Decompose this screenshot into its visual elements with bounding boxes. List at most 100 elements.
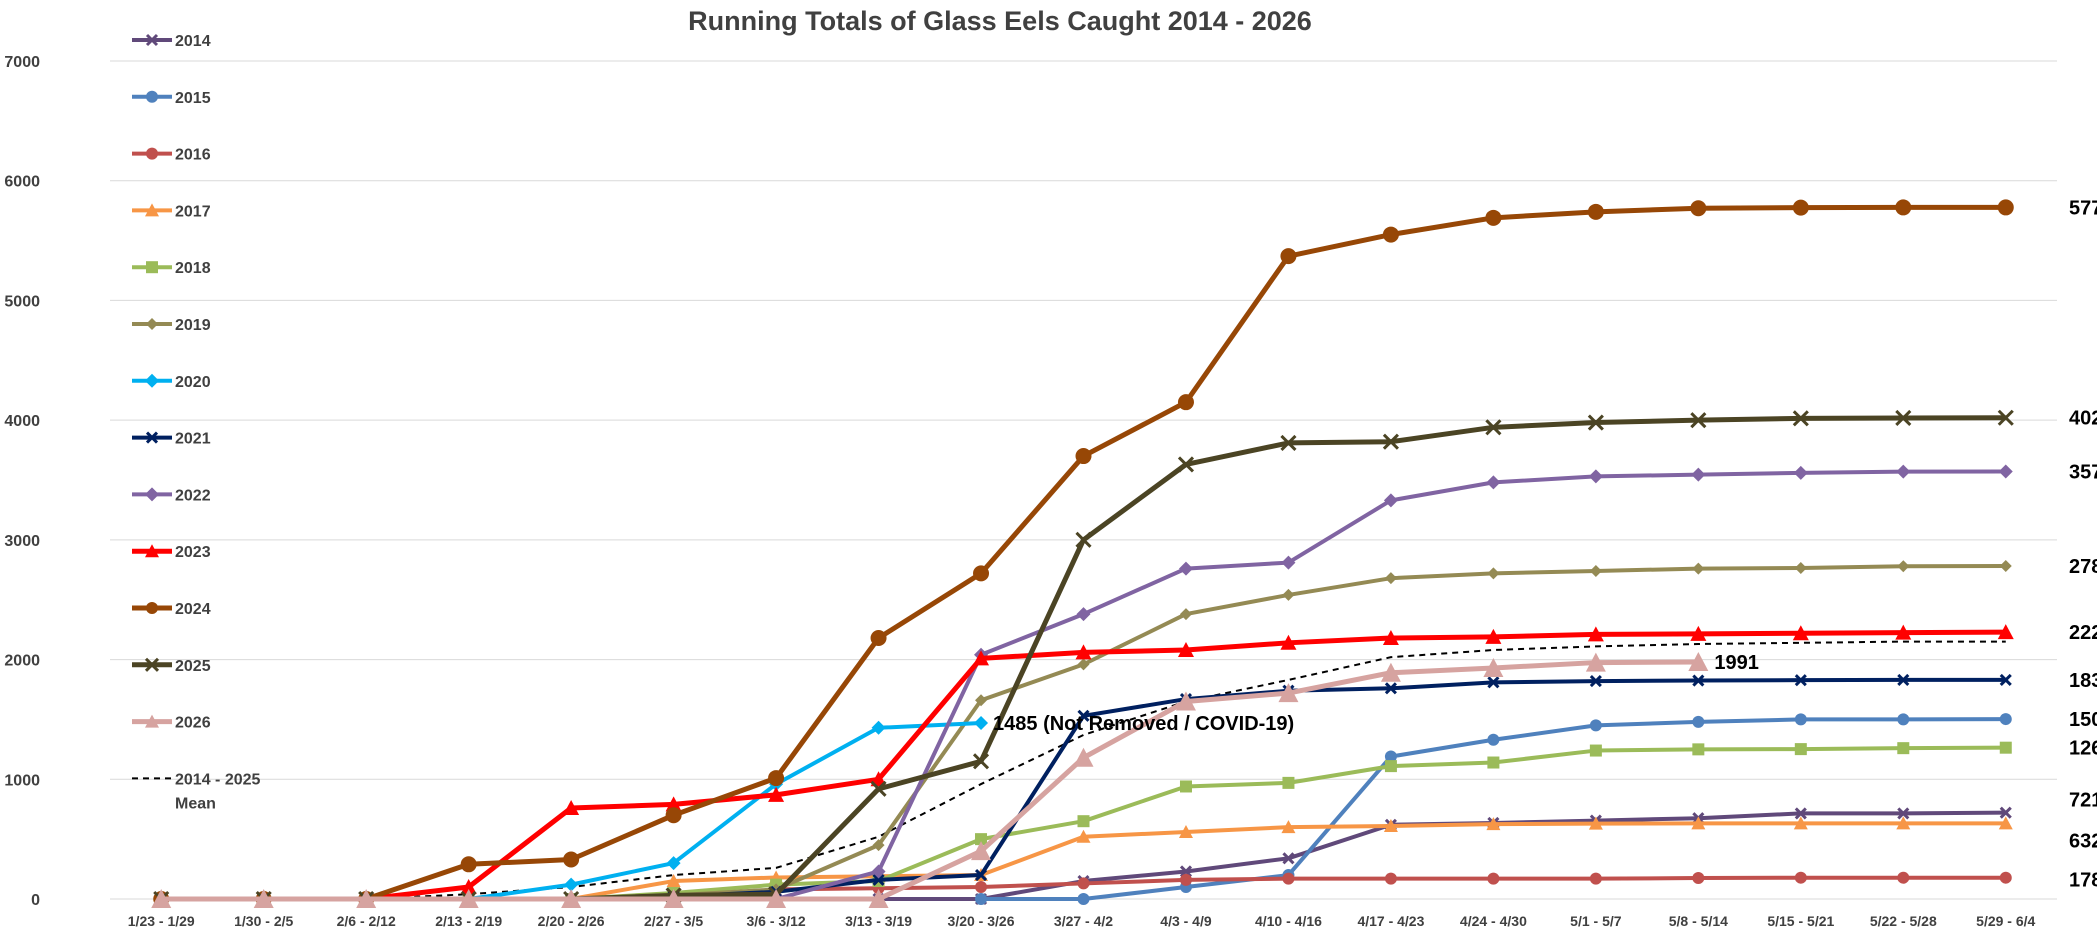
- data-point-2015: [1692, 715, 1705, 728]
- end-label-2019: 2782: [2069, 556, 2097, 578]
- data-point-2022: [1486, 475, 1501, 490]
- data-point-2026: [766, 889, 787, 908]
- legend-item-2024: 2024: [132, 601, 211, 618]
- data-point-2017: [666, 874, 681, 888]
- y-tick-label: 4000: [4, 413, 40, 430]
- data-point-2022: [1076, 607, 1091, 622]
- data-point-2016: [975, 881, 988, 894]
- data-point-2023: [1587, 626, 1604, 642]
- legend-label: 2023: [175, 544, 211, 561]
- data-point-2021: [1487, 676, 1500, 689]
- legend-label: 2021: [175, 431, 211, 448]
- legend-label: 2022: [175, 487, 211, 504]
- data-point-2026: [356, 889, 377, 908]
- data-point-2025: [972, 753, 990, 770]
- data-point-2017: [1486, 817, 1501, 831]
- data-point-2021: [974, 868, 988, 882]
- x-tick-label: 2/6 - 2/12: [337, 913, 396, 929]
- x-tick-label: 5/8 - 5/14: [1669, 913, 1728, 929]
- data-point-2020: [564, 877, 579, 892]
- data-point-2026: [1585, 652, 1606, 672]
- data-point-2025: [1895, 409, 1912, 427]
- data-point-2019: [1897, 560, 1910, 573]
- data-point-2023: [1690, 625, 1707, 641]
- data-point-2021: [1077, 709, 1090, 722]
- legend-swatch-marker: [145, 373, 159, 388]
- data-point-2024: [1177, 394, 1194, 411]
- legend-label: 2025: [175, 658, 211, 675]
- data-point-2024: [1382, 226, 1399, 243]
- legend-label: 2024: [175, 601, 211, 618]
- data-point-2024: [1690, 200, 1707, 217]
- data-point-2024: [1997, 199, 2014, 216]
- data-point-2026: [1278, 683, 1299, 703]
- legend-item-2026: 2026: [132, 714, 211, 732]
- data-point-2019: [975, 694, 988, 707]
- x-tick-label: 1/30 - 2/5: [234, 913, 293, 929]
- legend-swatch-marker: [145, 431, 159, 444]
- data-point-2024: [1587, 203, 1604, 220]
- data-point-2022: [1281, 555, 1296, 570]
- legend-swatch-marker: [145, 544, 159, 558]
- data-point-2019: [1384, 572, 1397, 585]
- x-tick-label: 2/13 - 2/19: [435, 913, 502, 929]
- data-point-2019: [1282, 588, 1295, 601]
- data-point-2014: [1794, 807, 1807, 820]
- end-label-2026: 1991: [1714, 652, 1759, 674]
- legend-item-2020: 2020: [132, 373, 211, 391]
- x-tick-label: 3/20 - 3/26: [948, 913, 1015, 929]
- data-point-2022: [1691, 467, 1706, 482]
- data-point-2024: [870, 630, 887, 647]
- legend-item-2016: 2016: [132, 147, 211, 164]
- x-tick-label: 3/27 - 4/2: [1054, 913, 1113, 929]
- data-point-2020: [666, 856, 681, 871]
- x-tick-label: 4/24 - 4/30: [1460, 913, 1527, 929]
- y-axis-ticks: 0 1000 2000 3000 4000 5000 6000 7000: [4, 54, 40, 909]
- end-label-2016: 178: [2069, 870, 2097, 892]
- x-tick-label: 4/3 - 4/9: [1160, 913, 1212, 929]
- data-point-2024: [665, 807, 682, 824]
- x-tick-label: 5/1 - 5/7: [1570, 913, 1622, 929]
- end-label-2015: 1503: [2069, 709, 2097, 731]
- end-label-2023: 2229: [2069, 622, 2097, 644]
- data-point-2026: [253, 889, 274, 908]
- data-point-2023: [563, 800, 580, 816]
- data-point-2019: [1692, 562, 1705, 575]
- data-point-2018: [975, 833, 988, 846]
- legend-item-2014: 2014: [132, 33, 211, 50]
- data-point-2015: [975, 893, 988, 905]
- series-2026: [151, 651, 1709, 908]
- data-point-2025: [1792, 410, 1809, 427]
- legend-swatch-marker: [144, 657, 160, 672]
- legend-item-2025: 2025: [132, 657, 211, 675]
- legend-label: 2018: [175, 260, 211, 277]
- data-point-2023: [1895, 624, 1912, 640]
- x-tick-label: 2/27 - 3/5: [644, 913, 703, 929]
- data-point-2022: [1588, 469, 1603, 484]
- data-point-2017: [1178, 824, 1193, 838]
- series-line-2015: [981, 717, 2006, 901]
- data-point-2015: [1794, 713, 1807, 726]
- data-point-2023: [768, 786, 785, 802]
- data-point-2018: [1794, 743, 1807, 756]
- y-tick-label: 2000: [4, 653, 40, 670]
- data-point-2015: [1999, 713, 2012, 726]
- data-point-2016: [1589, 872, 1602, 885]
- data-point-2026: [1073, 747, 1094, 767]
- end-label-2024: 5777: [2069, 197, 2097, 219]
- data-point-2022: [1383, 493, 1398, 508]
- series-line-2026: [161, 659, 1699, 902]
- data-point-2026: [971, 841, 992, 861]
- data-point-2014: [1897, 807, 1910, 820]
- data-point-2019: [872, 839, 885, 852]
- data-point-2014: [1999, 806, 2012, 819]
- end-label-2014: 721: [2069, 790, 2097, 812]
- data-point-2024: [768, 770, 785, 787]
- mean-line: [161, 640, 2006, 900]
- data-point-2019: [1179, 608, 1192, 621]
- data-point-2018: [1589, 744, 1602, 757]
- data-point-2021: [1384, 682, 1397, 695]
- data-point-2023: [1997, 624, 2014, 640]
- legend-item-2018: 2018: [132, 260, 211, 277]
